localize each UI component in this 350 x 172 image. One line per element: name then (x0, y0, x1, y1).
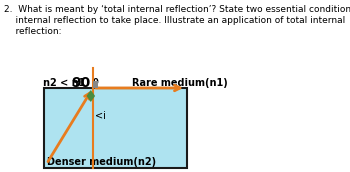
Text: 0: 0 (92, 78, 98, 87)
Bar (44, 88, 187, 168)
Polygon shape (86, 90, 95, 102)
Text: reflection:: reflection: (4, 27, 61, 36)
Text: internal reflection to take place. Illustrate an application of total internal: internal reflection to take place. Illus… (4, 16, 345, 25)
Bar (93, 81, 98, 88)
Text: n2 < n1: n2 < n1 (43, 78, 85, 88)
Text: 90: 90 (71, 76, 90, 90)
Text: <i: <i (95, 111, 106, 121)
Text: 2.  What is meant by ‘total internal reflection’? State two essential conditions: 2. What is meant by ‘total internal refl… (4, 5, 350, 14)
Text: Denser medium(n2): Denser medium(n2) (47, 157, 156, 167)
Text: Rare medium(n1): Rare medium(n1) (132, 78, 228, 88)
